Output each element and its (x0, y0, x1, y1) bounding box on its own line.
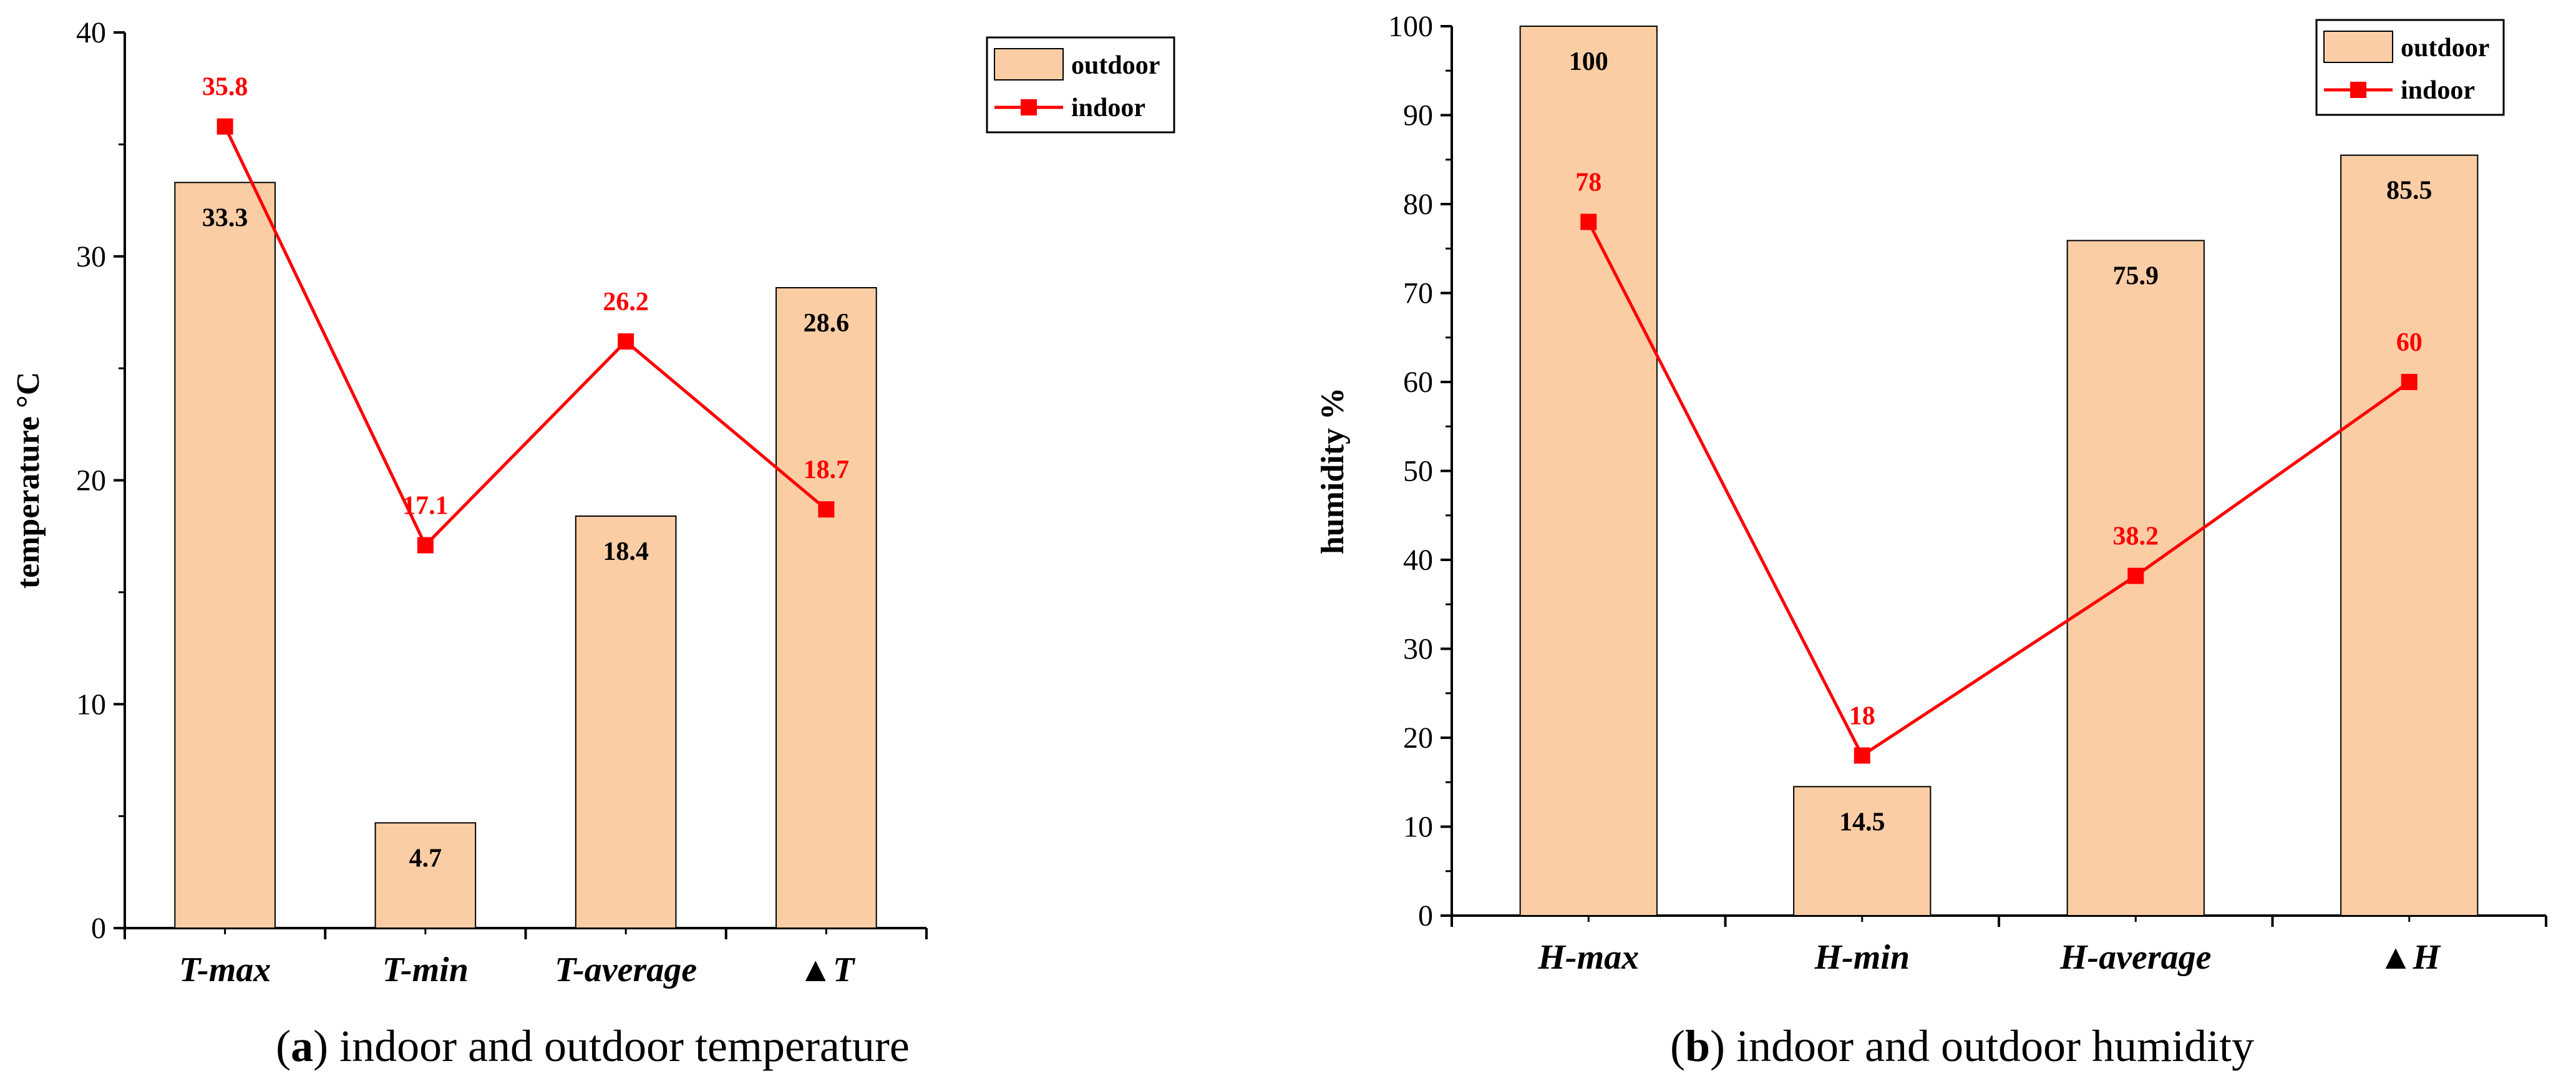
bar-value-label: 18.4 (603, 537, 649, 566)
y-tick-label: 20 (1403, 722, 1433, 755)
bar-outdoor (1793, 786, 1932, 916)
bar-value-label: 75.9 (2113, 262, 2159, 290)
bar-outdoor (775, 286, 877, 929)
bar-outdoor (174, 182, 276, 929)
y-tick-label: 10 (76, 688, 106, 721)
bar-outdoor (575, 515, 677, 929)
y-axis-label: temperature °C (11, 372, 46, 589)
y-tick-label: 80 (1403, 188, 1433, 221)
line-indoor (1587, 221, 2411, 758)
y-tick-label: 20 (76, 464, 106, 497)
caption-b: (b) indoor and outdoor humidity (1670, 1021, 2254, 1071)
x-tick-label: H-average (2059, 938, 2212, 977)
line-value-label: 26.2 (603, 288, 649, 316)
legend-label-outdoor: outdoor (2401, 34, 2489, 62)
y-tick-label: 70 (1403, 277, 1433, 310)
line-value-label: 35.8 (202, 73, 248, 102)
bar-value-label: 14.5 (1839, 808, 1885, 836)
marker-indoor (417, 537, 434, 554)
y-tick-label: 10 (1403, 811, 1433, 844)
legend-swatch-outdoor (994, 48, 1064, 81)
legend: outdoor indoor (2315, 19, 2505, 116)
line-value-label: 38.2 (2113, 522, 2159, 551)
y-tick-label: 30 (1403, 633, 1433, 666)
legend-label-indoor: indoor (2401, 76, 2475, 105)
bar-value-label: 33.3 (202, 203, 248, 232)
marker-indoor (618, 333, 634, 350)
caption-a-letter: a (291, 1021, 314, 1071)
bar-outdoor (2340, 154, 2479, 916)
x-tick-label: H-min (1814, 938, 1910, 977)
marker-indoor (216, 118, 233, 135)
x-tick-label: T-max (179, 951, 271, 989)
y-tick-label: 100 (1388, 10, 1433, 43)
marker-indoor (2401, 374, 2418, 390)
x-tick-label: ▲H (2378, 938, 2441, 977)
chart-1: 0 10 20 30 40 50 60 70 80 90 100 humidity % 100 14.5 7… (1315, 10, 2547, 977)
legend-label-outdoor: outdoor (1071, 51, 1160, 80)
legend-label-indoor: indoor (1071, 94, 1145, 122)
y-tick-label: 0 (91, 912, 106, 945)
y-axis-label: humidity % (1315, 388, 1351, 554)
line-value-label: 17.1 (402, 492, 449, 521)
line-value-label: 18.7 (804, 456, 850, 484)
legend-swatch-outdoor (2323, 31, 2393, 63)
bar-value-label: 28.6 (804, 309, 850, 338)
x-tick-label: ▲T (799, 951, 856, 989)
line-value-label: 60 (2396, 328, 2423, 357)
y-tick-label: 50 (1403, 455, 1433, 488)
line-value-label: 78 (1575, 169, 1601, 197)
line-indoor (223, 125, 827, 548)
bar-value-label: 100 (1569, 47, 1608, 76)
caption-a-text: ) indoor and outdoor temperature (313, 1021, 910, 1071)
marker-indoor (2127, 567, 2144, 584)
x-tick-label: T-average (555, 951, 697, 989)
bar-outdoor (374, 822, 477, 929)
bar-value-label: 4.7 (409, 844, 442, 873)
caption-b-text: ) indoor and outdoor humidity (1710, 1021, 2254, 1071)
marker-indoor (1854, 747, 1870, 764)
x-tick-label: T-min (382, 951, 469, 989)
bar-value-label: 85.5 (2386, 177, 2433, 205)
caption-a: (a) indoor and outdoor temperature (276, 1021, 910, 1071)
marker-indoor (818, 501, 835, 518)
legend-marker-indoor (2350, 82, 2366, 98)
x-tick-label: H-max (1537, 938, 1639, 977)
y-tick-label: 40 (1403, 544, 1433, 577)
legend: outdoor indoor (986, 36, 1175, 134)
y-tick-label: 60 (1403, 366, 1433, 399)
marker-indoor (1580, 213, 1597, 230)
bar-outdoor (1519, 26, 1658, 916)
y-tick-label: 30 (76, 240, 106, 273)
y-tick-label: 0 (1418, 899, 1433, 932)
chart-0: 0 10 20 30 40 temperature °C 33.3 4.7 18.4 28.6 T-… (11, 16, 1175, 989)
caption-b-letter: b (1685, 1021, 1711, 1071)
y-tick-label: 40 (76, 16, 106, 49)
y-tick-label: 90 (1403, 99, 1433, 132)
legend-marker-indoor (1021, 99, 1037, 115)
line-value-label: 18 (1849, 702, 1875, 731)
